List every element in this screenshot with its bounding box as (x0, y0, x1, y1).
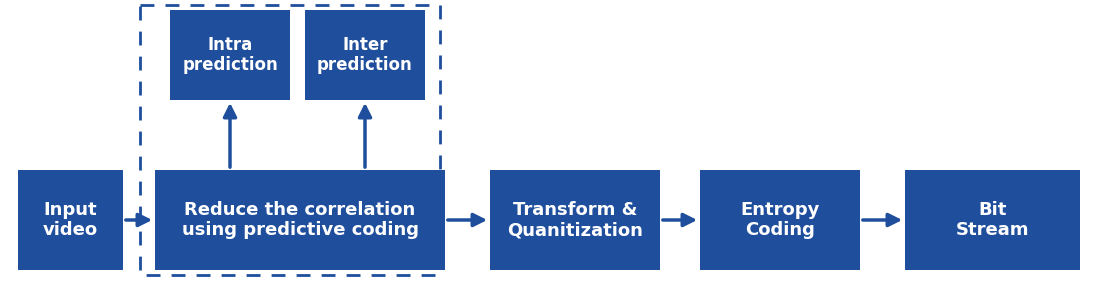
Text: Intra
prediction: Intra prediction (183, 36, 278, 75)
Bar (170, 10, 290, 100)
Text: Entropy
Coding: Entropy Coding (741, 200, 819, 239)
Text: Input
video: Input video (43, 200, 99, 239)
Bar (139, 5, 439, 275)
Bar (700, 170, 860, 270)
Text: Reduce the correlation
using predictive coding: Reduce the correlation using predictive … (182, 200, 418, 239)
Text: Inter
prediction: Inter prediction (317, 36, 413, 75)
Bar (906, 170, 1080, 270)
Bar (490, 170, 660, 270)
Bar (155, 170, 445, 270)
Text: Bit
Stream: Bit Stream (955, 200, 1030, 239)
Text: Transform &
Quanitization: Transform & Quanitization (507, 200, 643, 239)
Bar (306, 10, 425, 100)
Bar (18, 170, 123, 270)
